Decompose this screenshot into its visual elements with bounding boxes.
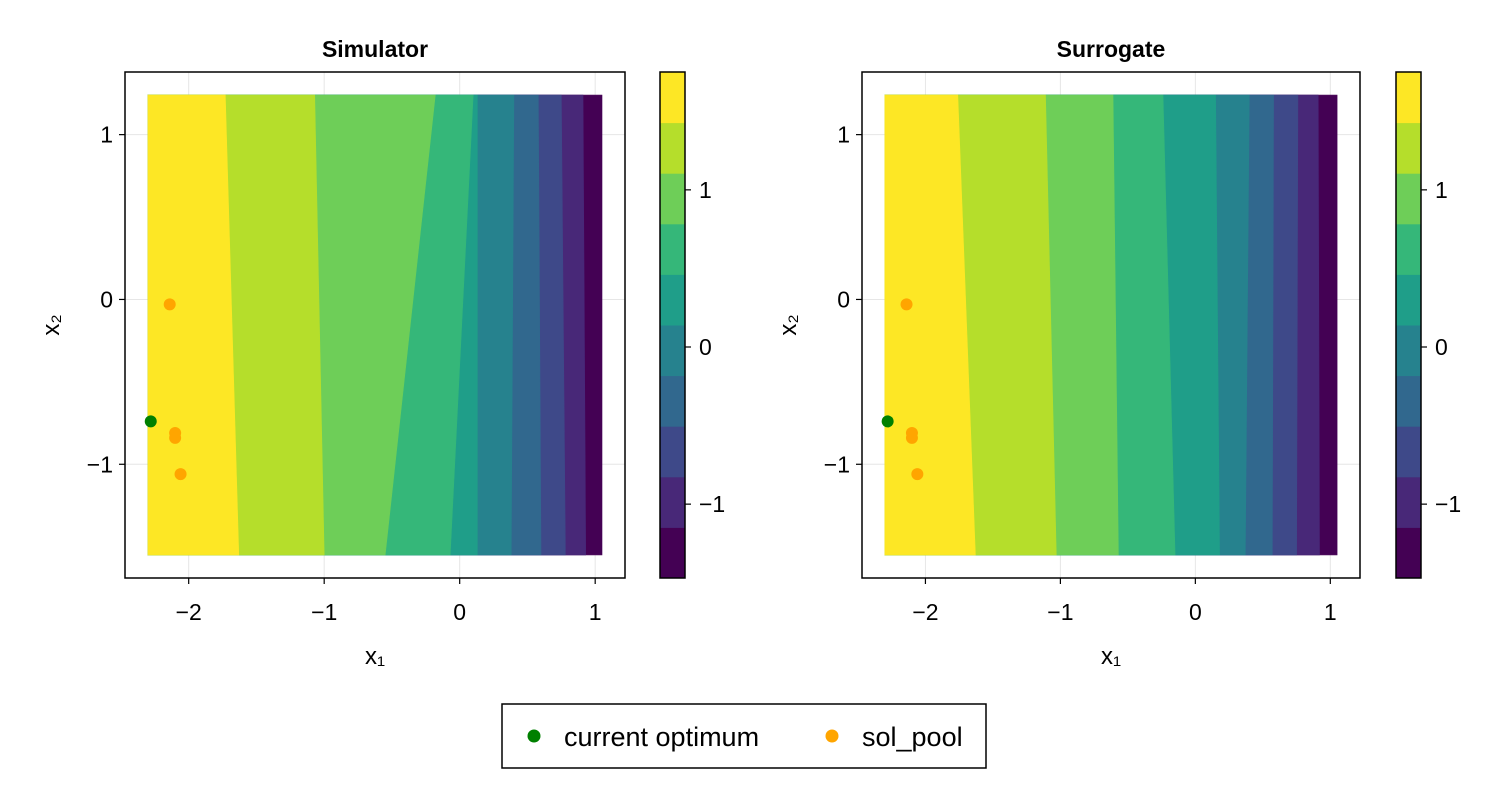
colorbar-tick-label: 0	[1435, 334, 1448, 360]
y-axis-label: x₂	[38, 314, 65, 335]
x-axis-label: x₁	[365, 643, 385, 670]
legend-box	[501, 703, 987, 769]
contour-band	[147, 94, 240, 556]
legend-marker-sol-pool	[825, 729, 839, 743]
marker-current-optimum	[144, 415, 157, 428]
x-axis-label: x₁	[1101, 643, 1121, 670]
panel-surrogate: −2 −1 0 1 −1 0 1 Surrogate x₁ x₂ −1 0 1	[775, 36, 1461, 670]
y-axis-label: x₂	[775, 314, 802, 335]
x-tick-label: −2	[176, 599, 202, 625]
colorbar-level	[660, 122, 685, 174]
colorbar-level	[1396, 325, 1421, 377]
x-tick-label: 0	[453, 599, 466, 625]
colorbar-level	[1396, 476, 1421, 528]
marker-sol-pool	[911, 468, 924, 481]
x-tick-label: 0	[1189, 599, 1202, 625]
colorbar-level	[1396, 122, 1421, 174]
plot-frame	[861, 71, 1361, 579]
colorbar-tick-label: 0	[699, 334, 712, 360]
colorbar-frame	[659, 71, 686, 579]
legend-label-current-optimum: current optimum	[564, 722, 759, 752]
y-tick-label: 1	[100, 122, 113, 148]
y-tick-label: −1	[87, 451, 113, 477]
colorbar-level	[660, 375, 685, 427]
x-tick-label: 1	[1324, 599, 1337, 625]
colorbar-level	[660, 527, 685, 579]
x-tick-label: −1	[1047, 599, 1073, 625]
colorbar-tick-label: −1	[1435, 491, 1461, 517]
x-tick-label: −1	[311, 599, 337, 625]
legend-marker-current-optimum	[527, 729, 541, 743]
marker-sol-pool	[174, 468, 187, 481]
colorbar-level	[660, 72, 685, 124]
marker-sol-pool	[163, 298, 176, 311]
colorbar-level	[1396, 72, 1421, 124]
y-tick-label: 0	[100, 286, 113, 312]
y-tick-label: −1	[824, 451, 850, 477]
chart-title: Surrogate	[1057, 36, 1166, 62]
colorbar-level	[660, 325, 685, 377]
colorbar-level	[1396, 426, 1421, 478]
marker-sol-pool	[169, 431, 182, 444]
colorbar-level	[1396, 223, 1421, 275]
colorbar-level	[660, 274, 685, 326]
colorbar-level	[1396, 274, 1421, 326]
colorbar-level	[660, 476, 685, 528]
x-tick-label: −2	[912, 599, 938, 625]
colorbar-level	[1396, 527, 1421, 579]
marker-sol-pool	[905, 431, 918, 444]
colorbar-tick-label: −1	[699, 491, 725, 517]
marker-sol-pool	[900, 298, 913, 311]
colorbar-tick-label: 1	[1435, 177, 1448, 203]
y-tick-label: 0	[837, 286, 850, 312]
colorbar-tick-label: 1	[699, 177, 712, 203]
plot-frame	[124, 71, 626, 579]
colorbar-level	[1396, 375, 1421, 427]
chart-title: Simulator	[322, 36, 428, 62]
colorbar-level	[660, 173, 685, 225]
colorbar-frame	[1395, 71, 1422, 579]
legend: current optimum sol_pool	[501, 703, 987, 769]
y-tick-label: 1	[837, 122, 850, 148]
panel-simulator: −2 −1 0 1 −1 0 1 Simulator x₁ x₂ −1 0 1	[38, 36, 725, 670]
marker-current-optimum	[881, 415, 894, 428]
x-tick-label: 1	[589, 599, 602, 625]
legend-label-sol-pool: sol_pool	[862, 722, 963, 752]
colorbar-level	[660, 426, 685, 478]
colorbar-level	[660, 223, 685, 275]
colorbar-level	[1396, 173, 1421, 225]
